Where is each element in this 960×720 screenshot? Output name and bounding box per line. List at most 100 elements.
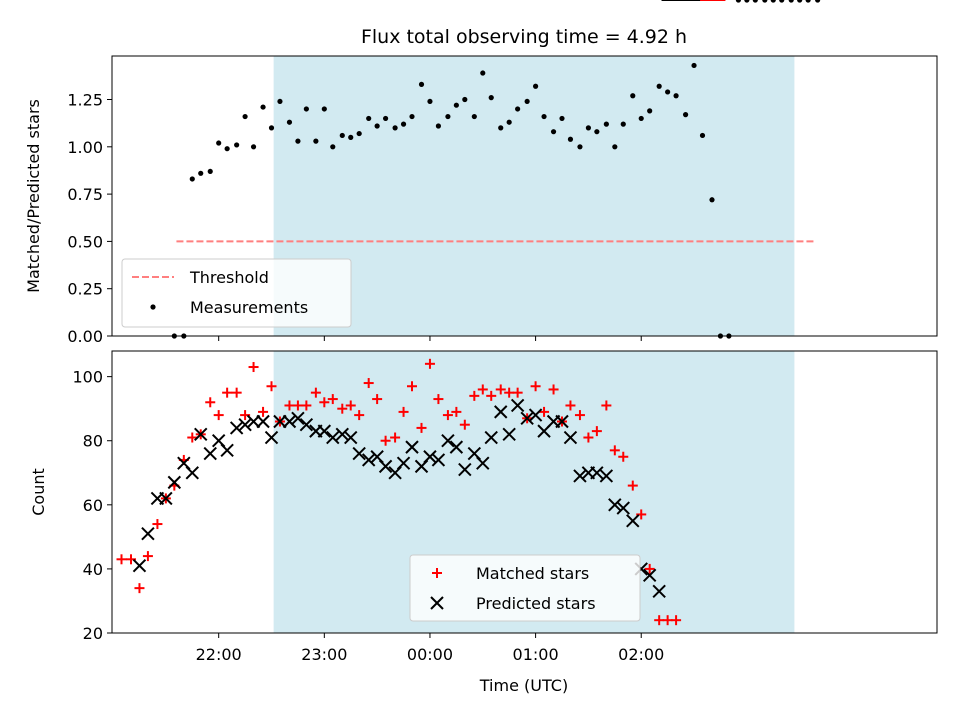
measurement-point (242, 113, 248, 120)
measurement-point (382, 115, 389, 122)
measurement-point (638, 115, 644, 122)
matched-star-point (512, 387, 523, 398)
measurement-point (277, 98, 283, 105)
bottom-x-tick-label: 01:00 (513, 645, 559, 664)
matched-star-point (627, 480, 638, 491)
matched-star-point (662, 615, 673, 626)
matched-star-point (548, 384, 559, 395)
measurement-point (471, 113, 477, 120)
bottom-x-tick-label: 23:00 (301, 645, 347, 664)
bottom-panel: 20 40 60 80 100 22:00 23:00 00:00 01:00 02:00 Co… (29, 0, 938, 695)
matched-star-point (671, 615, 682, 626)
matched-star-point (504, 387, 515, 398)
predicted-star-point (256, 414, 270, 429)
matched-star-point (292, 400, 303, 411)
predicted-star-point (563, 430, 578, 445)
measurement-point (330, 144, 336, 150)
measurement-point (445, 113, 451, 120)
measurement-point (762, 0, 768, 3)
predicted-star-point (299, 417, 314, 432)
matched-star-point (337, 403, 348, 414)
matched-star-point (258, 406, 269, 417)
matched-star-point (363, 378, 374, 389)
measurement-point (744, 0, 750, 3)
predicted-star-point (502, 427, 516, 442)
matched-star-point (618, 451, 629, 462)
top-y-tick-label: 0.75 (67, 185, 103, 204)
predicted-star-point (476, 456, 490, 470)
matched-star-point (345, 400, 356, 411)
predicted-star-point (573, 469, 587, 483)
matched-star-point (486, 390, 497, 401)
matched-star-point (205, 397, 216, 408)
top-legend-box (121, 258, 352, 328)
bottom-y-tick-label: 40 (83, 560, 103, 579)
bottom-y-tick-label: 80 (83, 432, 103, 451)
measurement-point (418, 81, 425, 87)
measurement-point (303, 106, 309, 112)
measurement-point (752, 0, 758, 3)
matched-star-point (539, 406, 550, 417)
matched-star-point (327, 394, 338, 405)
matched-star-point (248, 362, 259, 373)
predicted-star-point (282, 414, 297, 429)
predicted-star-point (423, 450, 437, 464)
measurement-point (735, 0, 742, 3)
matched-star-point (495, 384, 506, 395)
measurement-point (216, 140, 222, 146)
measurement-point (691, 62, 697, 69)
predicted-star-point (229, 421, 244, 435)
measurement-point (356, 130, 362, 137)
predicted-star-point (238, 417, 252, 432)
predicted-star-point (273, 414, 287, 429)
predicted-star-point (642, 568, 657, 583)
predicted-star-point (528, 408, 543, 422)
measurement-point (603, 121, 609, 127)
measurement-point (805, 0, 811, 3)
measurement-point (348, 134, 354, 140)
predicted-star-point (555, 414, 569, 429)
measurement-point (453, 102, 459, 108)
matched-star-point (231, 387, 242, 398)
predicted-star-point (185, 466, 199, 480)
top-y-tick-label: 1.00 (67, 138, 103, 157)
matched-star-point (609, 445, 620, 456)
measurement-point (462, 96, 468, 103)
measurement-point (498, 125, 504, 131)
predicted-star-point (246, 414, 261, 429)
legend-threshold-label: Threshold (189, 268, 269, 287)
bottom-y-tick-label: 20 (83, 624, 103, 643)
measurement-point (374, 123, 380, 129)
measurement-point (524, 98, 530, 105)
matched-star-point (583, 432, 594, 443)
matched-star-point (398, 406, 409, 417)
measurement-point (585, 125, 592, 131)
matched-star-point (469, 390, 480, 401)
top-y-tick-label: 0.00 (67, 327, 103, 346)
legend-predicted-marker (430, 596, 444, 610)
top-observing-window (273, 56, 795, 336)
matched-star-point (591, 426, 602, 437)
top-y-tick-label: 0.50 (67, 232, 103, 251)
matched-star-point (654, 615, 665, 626)
matched-star-point (372, 394, 383, 405)
predicted-star-point (441, 434, 455, 448)
measurement-point (709, 197, 715, 203)
matched-star-point (116, 554, 127, 565)
matched-star-point (644, 563, 655, 574)
top-y-axis-label: Matched/Predicted stars (24, 99, 43, 293)
predicted-star-point (494, 405, 508, 419)
matched-star-point (354, 410, 365, 421)
bottom-y-axis-label: Count (29, 468, 48, 516)
measurement-point (366, 115, 372, 122)
legend-measurements-marker (150, 304, 156, 310)
matched-star-point (301, 400, 312, 411)
measurement-point (647, 108, 653, 114)
measurement-point (532, 83, 539, 89)
measurement-point (665, 89, 671, 95)
measurement-point (207, 168, 213, 175)
measurement-point (224, 146, 230, 152)
legend-measurements-label: Measurements (190, 298, 308, 317)
matched-star-point (213, 410, 224, 421)
top-axes-frame (111, 55, 938, 337)
